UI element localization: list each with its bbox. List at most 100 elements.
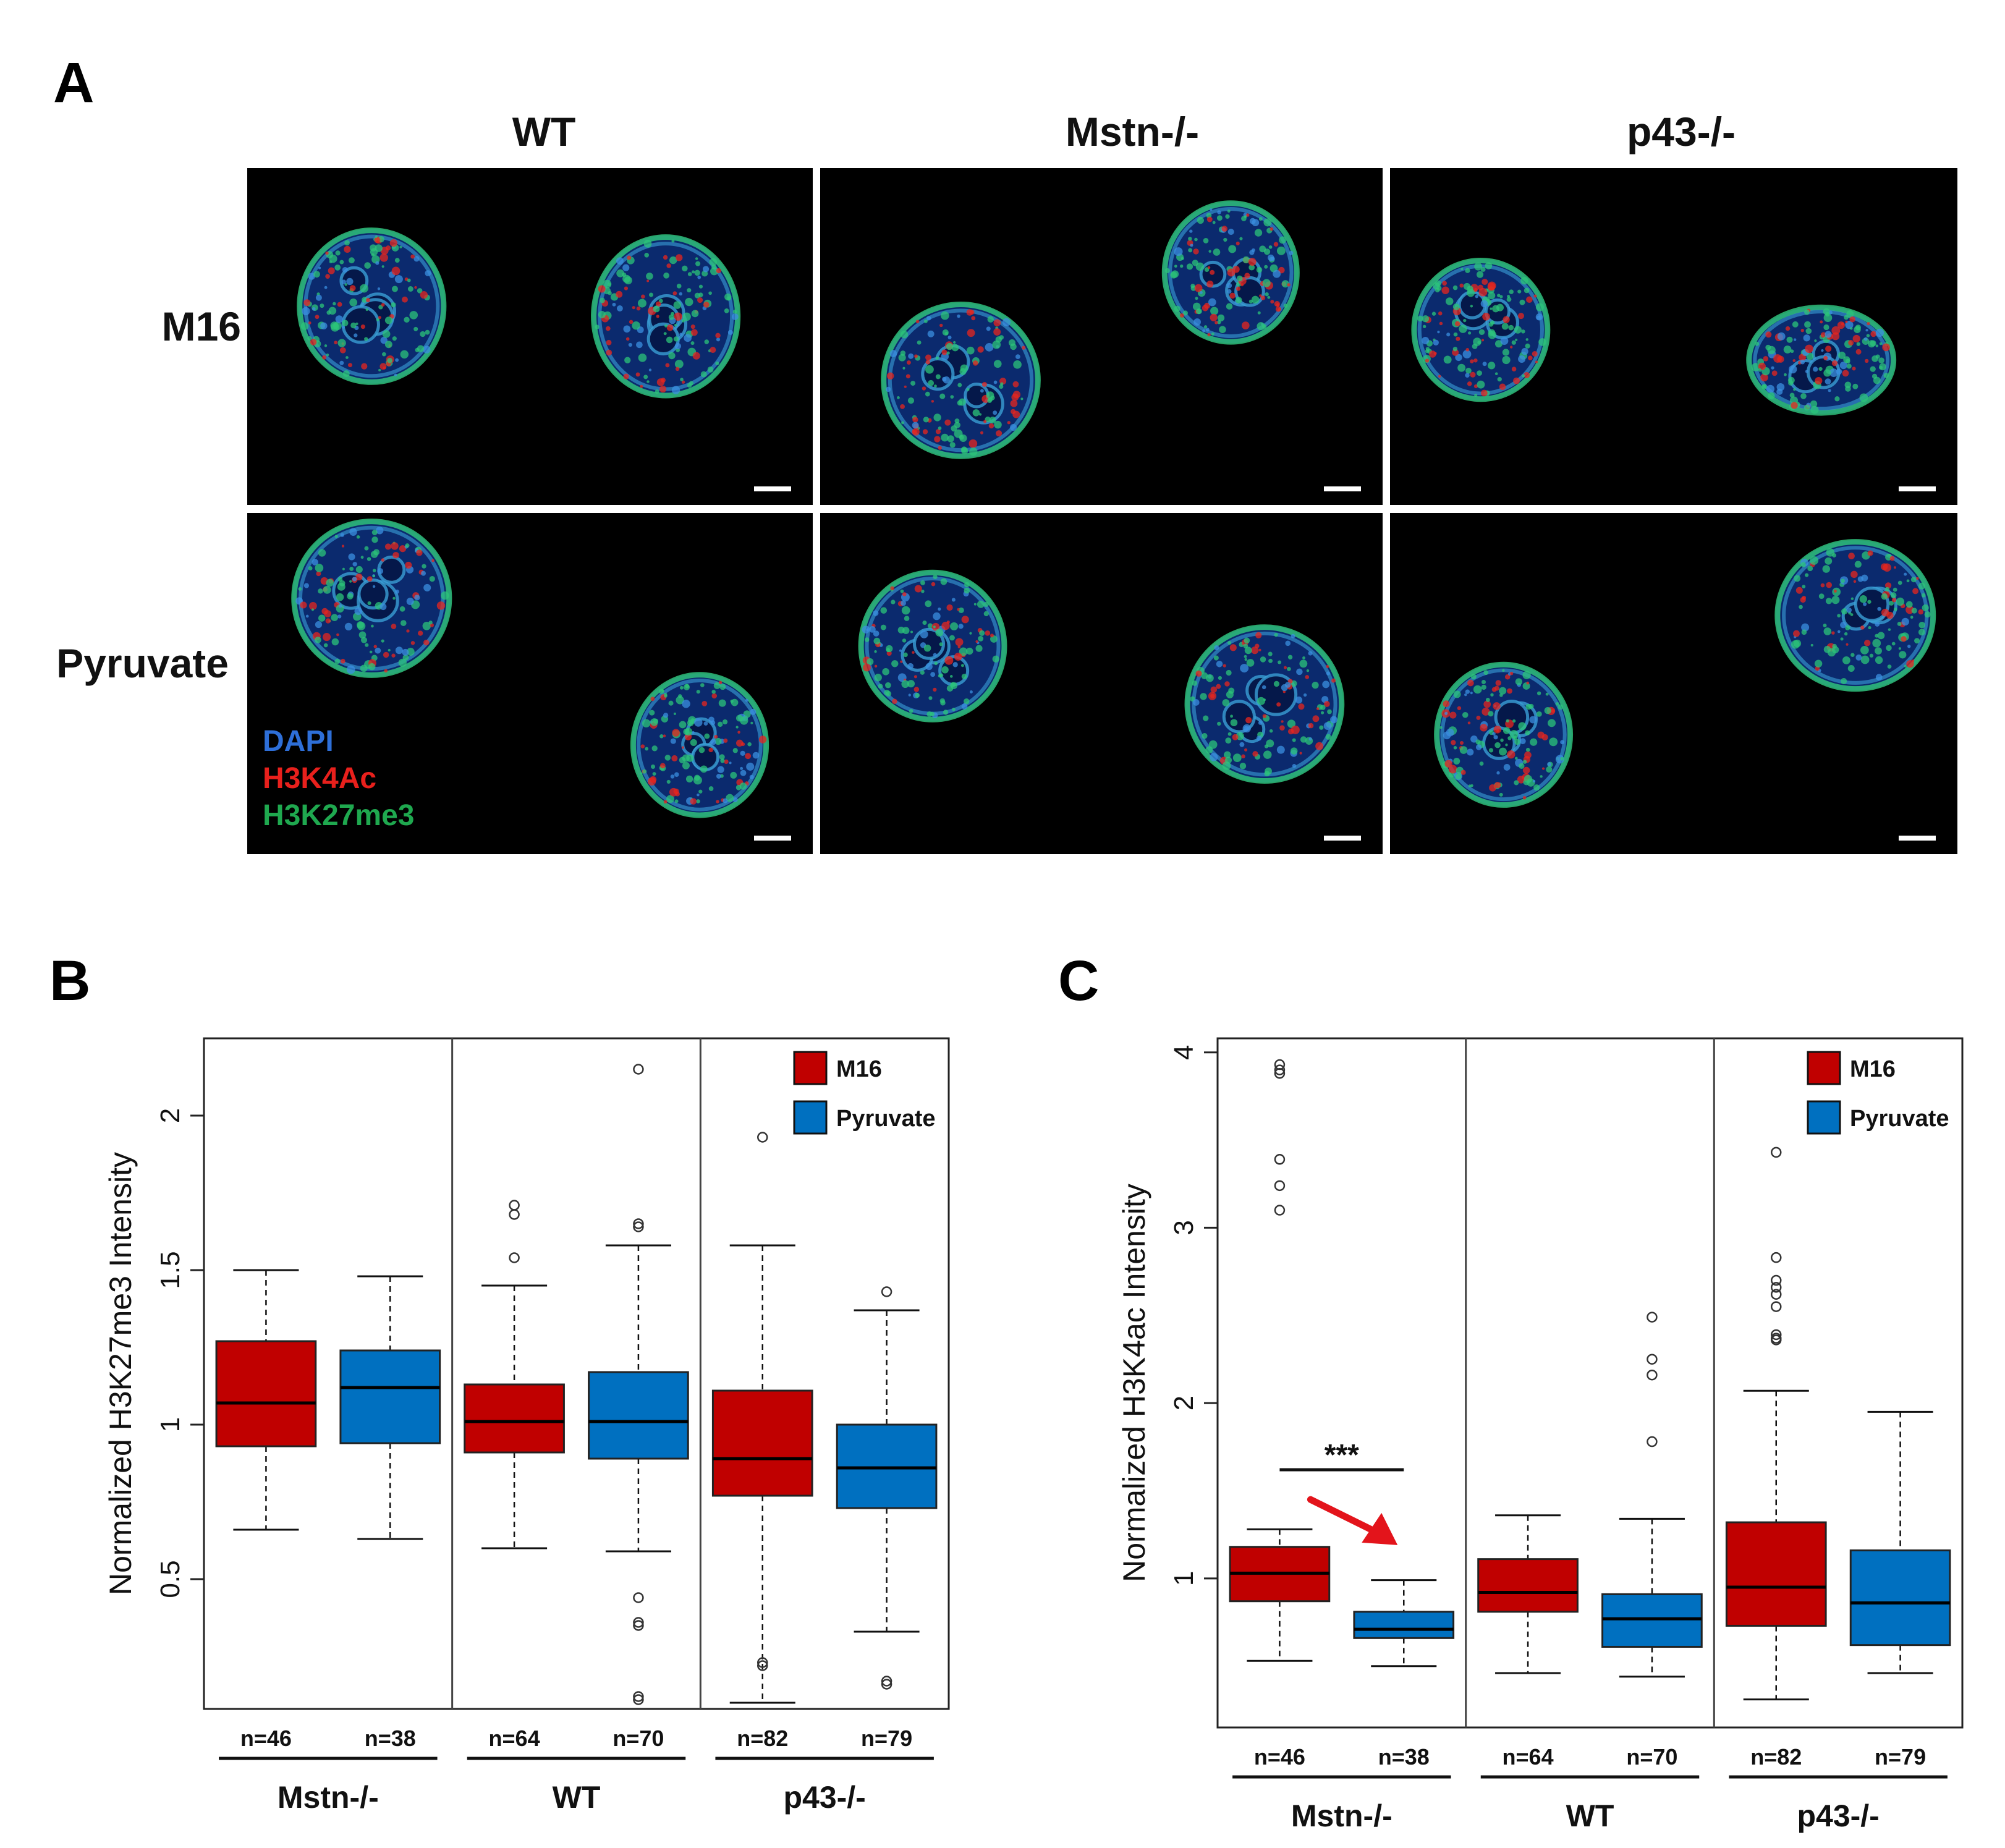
micrograph-p43-pyruvate xyxy=(1390,513,1957,854)
outlier-point xyxy=(1771,1252,1782,1263)
outlier-point xyxy=(1274,1154,1286,1165)
nucleus xyxy=(1774,539,1936,692)
row-header-m16: M16 xyxy=(161,303,241,349)
scale-bar xyxy=(1324,836,1361,841)
outlier-point xyxy=(509,1252,520,1263)
nucleus xyxy=(630,672,769,818)
sample-size-label: n=79 xyxy=(1875,1744,1926,1770)
iqr-box xyxy=(215,1340,317,1447)
outlier-point xyxy=(1771,1282,1782,1293)
box-Mstn-/--Pyruvate xyxy=(1353,1579,1455,1668)
outlier-point xyxy=(1771,1301,1782,1312)
outlier-point xyxy=(1274,1067,1286,1079)
scale-bar xyxy=(754,486,791,491)
outlier-point xyxy=(633,1221,644,1232)
nucleus xyxy=(591,234,741,399)
nucleus xyxy=(858,569,1007,723)
nucleus xyxy=(1746,304,1897,416)
panel-c-letter: C xyxy=(1058,949,1100,1012)
column-header-p43: p43-/- xyxy=(1626,109,1736,155)
y-tick-label: 0.5 xyxy=(155,1560,185,1598)
nucleus xyxy=(1184,624,1345,784)
outlier-point xyxy=(881,1286,892,1297)
outlier-point xyxy=(633,1064,644,1075)
group-label: WT xyxy=(1566,1799,1614,1833)
iqr-box xyxy=(1849,1549,1951,1647)
outlier-point xyxy=(633,1617,644,1628)
outlier-point xyxy=(1771,1289,1782,1300)
red-arrow-head-icon xyxy=(1362,1512,1398,1545)
sample-size-label: n=64 xyxy=(1503,1744,1554,1770)
box-Mstn-/--Pyruvate xyxy=(339,1275,441,1540)
group-label: p43-/- xyxy=(783,1780,865,1815)
sample-size-label: n=38 xyxy=(365,1726,416,1751)
sample-size-label: n=82 xyxy=(1750,1744,1802,1770)
outlier-point xyxy=(633,1218,644,1229)
y-tick-label: 2 xyxy=(155,1108,185,1123)
legend-label: Pyruvate xyxy=(836,1106,936,1132)
box-WT-M16 xyxy=(1477,1514,1579,1674)
significance-label: *** xyxy=(1325,1439,1359,1472)
micrograph-mstn-pyruvate xyxy=(820,513,1383,854)
scale-bar xyxy=(1899,836,1936,841)
y-tick-label: 3 xyxy=(1169,1220,1199,1235)
sample-size-label: n=64 xyxy=(489,1726,540,1751)
group-label: Mstn-/- xyxy=(278,1780,379,1815)
y-tick-label: 1.5 xyxy=(155,1251,185,1289)
outlier-point xyxy=(757,1657,768,1668)
scale-bar xyxy=(1324,486,1361,491)
outlier-point xyxy=(757,1660,768,1671)
legend-swatch xyxy=(1807,1051,1841,1085)
sample-size-label: n=70 xyxy=(1626,1744,1677,1770)
stain-legend: DAPI H3K4Ac H3K27me3 xyxy=(263,723,414,834)
outlier-point xyxy=(1274,1064,1286,1075)
legend-swatch xyxy=(793,1100,828,1135)
outlier-point xyxy=(1647,1312,1658,1323)
panel-a-letter: A xyxy=(53,51,95,114)
row-header-pyruvate: Pyruvate xyxy=(56,640,229,686)
boxplot-h3k27me3: 0.5 1 1.5 2 Normalized H3K27me3 Intensity n=4… xyxy=(103,1037,950,1815)
iqr-box xyxy=(1477,1558,1579,1613)
y-tick-label: 4 xyxy=(1169,1045,1199,1059)
outlier-point xyxy=(633,1694,644,1705)
column-header-wt: WT xyxy=(512,109,576,155)
legend-label: M16 xyxy=(1850,1056,1896,1082)
legend-swatch xyxy=(793,1051,828,1085)
stain-label-h3k4ac: H3K4Ac xyxy=(263,762,377,795)
iqr-box xyxy=(339,1349,441,1444)
outlier-point xyxy=(757,1132,768,1143)
sample-size-label: n=38 xyxy=(1378,1744,1430,1770)
box-p43-/--Pyruvate xyxy=(836,1286,938,1690)
iqr-box xyxy=(1601,1593,1703,1648)
sample-size-label: n=70 xyxy=(613,1726,664,1751)
column-header-mstn: Mstn-/- xyxy=(1065,109,1200,155)
outlier-point xyxy=(881,1679,892,1690)
legend-swatch xyxy=(1807,1100,1841,1135)
scale-bar xyxy=(754,836,791,841)
y-tick-label: 1 xyxy=(1169,1571,1199,1586)
nucleus xyxy=(291,519,452,678)
nucleus xyxy=(1411,257,1551,402)
outlier-point xyxy=(633,1620,644,1631)
nucleus xyxy=(297,227,447,385)
panel-b-letter: B xyxy=(49,949,91,1012)
iqr-box xyxy=(464,1383,565,1454)
outlier-point xyxy=(1771,1329,1782,1341)
outlier-point xyxy=(1274,1205,1286,1216)
micrograph-p43-m16 xyxy=(1390,168,1957,505)
plot-frame xyxy=(203,1037,950,1710)
group-label: WT xyxy=(553,1780,601,1815)
y-axis-label: Normalized H3K4ac Intensity xyxy=(1117,1184,1151,1582)
micrograph-wt-pyruvate xyxy=(247,513,813,854)
outlier-point xyxy=(1771,1147,1782,1158)
stain-label-dapi: DAPI xyxy=(263,725,334,758)
outlier-point xyxy=(1771,1334,1782,1346)
box-p43-/--M16 xyxy=(1725,1147,1827,1701)
legend-label: M16 xyxy=(836,1056,882,1082)
outlier-point xyxy=(1647,1436,1658,1447)
outlier-point xyxy=(1274,1180,1286,1192)
group-label: Mstn-/- xyxy=(1291,1799,1392,1833)
box-p43-/--Pyruvate xyxy=(1849,1410,1951,1674)
box-WT-M16 xyxy=(464,1200,565,1549)
outlier-point xyxy=(1647,1369,1658,1381)
